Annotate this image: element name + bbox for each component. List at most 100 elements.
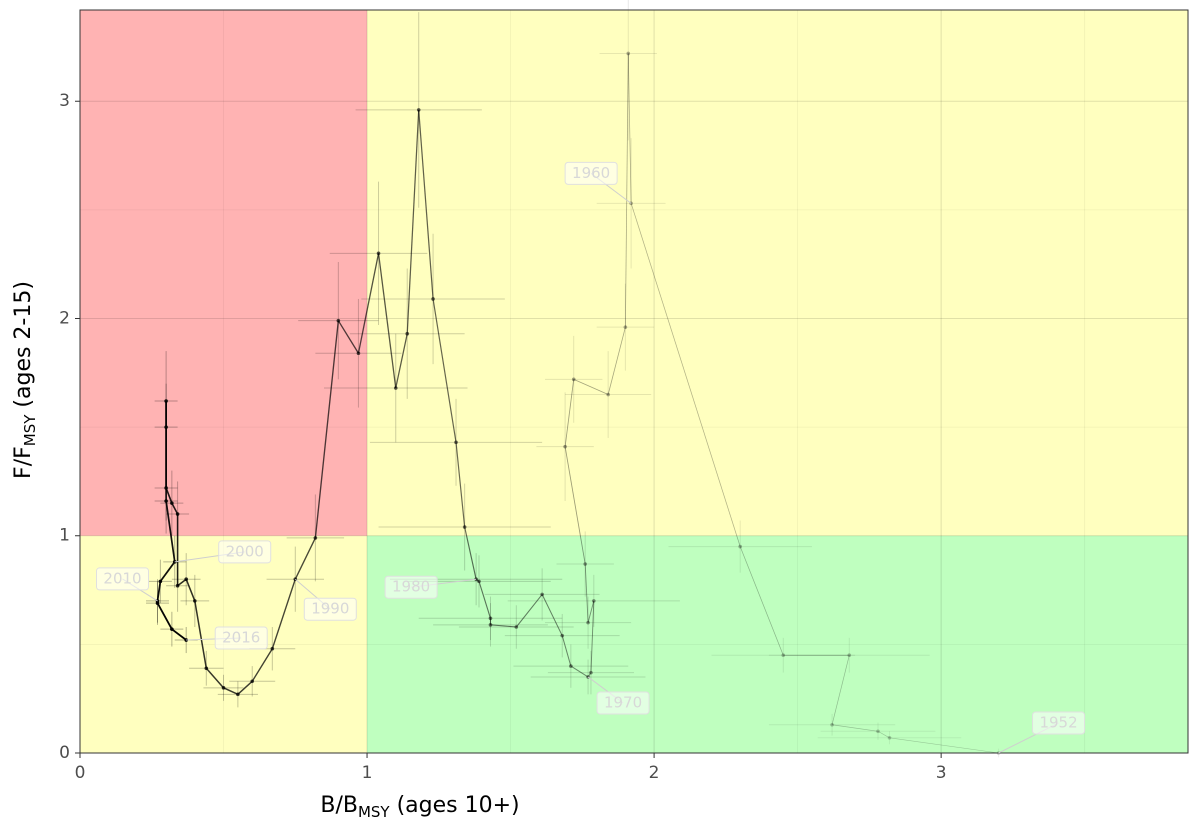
point	[477, 579, 481, 584]
annotation-box	[1032, 711, 1086, 735]
point	[738, 544, 743, 549]
point	[571, 377, 576, 382]
point	[589, 670, 593, 675]
point	[560, 633, 565, 638]
y-axis-title: F/FMSY (ages 2-15)	[11, 281, 39, 479]
trajectory-segment	[357, 253, 380, 354]
x-tick-label: 2	[649, 763, 660, 783]
point	[204, 666, 209, 671]
point	[270, 646, 275, 651]
trajectory-segment	[515, 594, 543, 628]
point	[164, 499, 168, 503]
trajectory-segment	[570, 665, 589, 678]
trajectory-segment	[223, 687, 239, 696]
annotation-label: 1960	[572, 164, 610, 182]
point	[236, 692, 240, 697]
point	[514, 625, 519, 629]
trajectory-segment	[165, 500, 176, 562]
y-title-sub: MSY	[21, 414, 39, 446]
point	[887, 735, 892, 740]
trajectory-segment	[587, 600, 595, 623]
trajectory-segment	[877, 730, 890, 739]
x-tick-label: 3	[936, 763, 947, 783]
trajectory-segment	[337, 320, 360, 354]
y-tick-label: 0	[59, 743, 70, 763]
trajectory-segment	[251, 648, 273, 682]
annotation-box	[384, 575, 438, 599]
trajectory-segment	[478, 581, 492, 619]
trajectory-segment	[237, 680, 253, 695]
trajectory-segment	[464, 526, 477, 580]
y-title-main: F/F	[11, 446, 36, 479]
point	[781, 653, 786, 658]
point	[170, 501, 174, 505]
trajectory-segment	[584, 563, 589, 623]
trajectory-segment	[194, 600, 208, 669]
trajectory-segment	[561, 635, 572, 667]
trajectory-segment	[590, 600, 595, 673]
point	[250, 679, 255, 684]
point	[313, 536, 318, 540]
trajectory-segment	[832, 724, 879, 732]
trajectory-segment	[294, 537, 316, 580]
point	[626, 51, 631, 56]
trajectory-segment	[627, 53, 632, 204]
trajectory-segment	[271, 578, 296, 649]
point	[193, 599, 197, 603]
annotation-box	[596, 691, 650, 715]
point	[454, 440, 458, 445]
trajectory-segment	[630, 203, 741, 547]
plot-border	[79, 9, 1189, 754]
annotation-label: 1970	[604, 693, 642, 711]
point	[540, 592, 544, 597]
annotation-label: 1990	[311, 600, 349, 618]
y-tick-label: 1	[59, 526, 70, 546]
annotation-box	[218, 540, 272, 564]
trajectory-segment	[185, 578, 196, 602]
point	[184, 577, 189, 581]
annotation-label: 2016	[222, 629, 260, 647]
trajectory-segment	[624, 53, 629, 328]
annotation-box	[303, 597, 357, 621]
x-title-main: B/B	[320, 793, 358, 818]
annotation-box	[96, 567, 150, 591]
trajectory-segment	[171, 502, 179, 515]
point	[586, 620, 590, 625]
trajectory-segment	[165, 487, 173, 504]
point	[416, 108, 421, 112]
trajectory-segment	[739, 546, 784, 656]
point	[847, 653, 852, 658]
annotation-label: 1952	[1039, 714, 1077, 732]
y-tick-label: 3	[59, 91, 70, 111]
point	[606, 392, 610, 397]
annotation-box	[214, 626, 268, 650]
point	[158, 579, 163, 584]
x-title-rest: (ages 10+)	[390, 793, 520, 818]
annotation-label: 1980	[392, 578, 430, 596]
point	[170, 627, 174, 631]
trajectory-segment	[156, 602, 173, 630]
point	[164, 425, 168, 429]
trajectory-segment	[573, 378, 609, 395]
trajectory-segment	[395, 333, 408, 389]
trajectory-segment	[587, 672, 592, 678]
trajectory-segment	[831, 655, 850, 725]
point	[155, 601, 160, 605]
point	[569, 664, 573, 668]
trajectory-segment	[490, 624, 517, 628]
trajectory-segment	[156, 581, 162, 602]
trajectory-segment	[418, 109, 434, 299]
trajectory-segment	[159, 561, 176, 582]
point	[474, 577, 478, 581]
point	[592, 599, 596, 603]
point	[488, 616, 493, 621]
point	[164, 486, 168, 490]
point	[563, 444, 567, 449]
point	[488, 623, 493, 627]
annotation-label: 2010	[103, 569, 141, 587]
point	[830, 722, 834, 727]
point	[393, 386, 398, 390]
trajectory-segment	[607, 327, 626, 395]
point	[175, 512, 180, 516]
x-tick-label: 0	[75, 763, 86, 783]
